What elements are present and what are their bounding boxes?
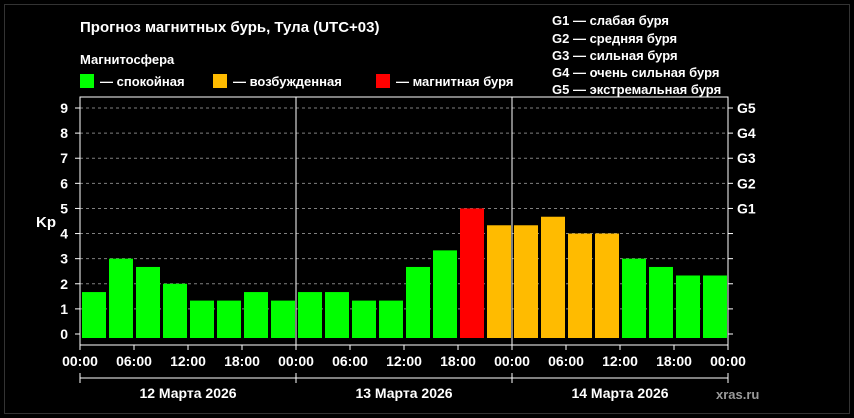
g-tick-labels: G1 G2 G3 G4 G5 bbox=[737, 100, 756, 216]
x-tick-label-8: 00:00 bbox=[494, 353, 530, 369]
y-tick-label-0: 0 bbox=[60, 326, 68, 342]
chart-frame bbox=[4, 4, 850, 414]
legend-swatch-calm bbox=[80, 74, 94, 88]
legend-label-storm: — магнитная буря bbox=[396, 74, 513, 89]
g-legend-g1: G1 — слабая буря bbox=[552, 13, 669, 28]
bar-0 bbox=[82, 292, 106, 338]
x-tick-label-5: 06:00 bbox=[332, 353, 368, 369]
x-tick-label-0: 00:00 bbox=[62, 353, 98, 369]
g-legend-g5: G5 — экстремальная буря bbox=[552, 82, 721, 97]
g-legend-g3: G3 — сильная буря bbox=[552, 48, 678, 63]
legend-label-excited: — возбужденная bbox=[233, 74, 342, 89]
bar-19 bbox=[595, 233, 619, 338]
x-tick-label-9: 06:00 bbox=[548, 353, 584, 369]
bar-7 bbox=[271, 300, 295, 338]
y-tick-label-4: 4 bbox=[60, 226, 68, 242]
legend-label-calm: — спокойная bbox=[100, 74, 185, 89]
bar-21 bbox=[649, 266, 673, 338]
x-tick-label-10: 12:00 bbox=[602, 353, 638, 369]
legend: — спокойная — возбужденная — магнитная б… bbox=[80, 74, 513, 89]
y-tick-label-9: 9 bbox=[60, 100, 68, 116]
bar-22 bbox=[676, 275, 700, 338]
x-tick-label-3: 18:00 bbox=[224, 353, 260, 369]
g-tick-label-g2: G2 bbox=[737, 175, 756, 191]
bar-13 bbox=[433, 250, 457, 338]
y-tick-label-7: 7 bbox=[60, 150, 68, 166]
y-tick-label-5: 5 bbox=[60, 200, 68, 216]
bar-12 bbox=[406, 266, 430, 338]
bar-18 bbox=[568, 233, 592, 338]
x-tick-labels: 00:00 06:00 12:00 18:00 00:00 06:00 12:00 18:00… bbox=[62, 353, 746, 369]
day-label-0: 12 Марта 2026 bbox=[139, 385, 236, 401]
bar-8 bbox=[298, 292, 322, 338]
y-tick-label-6: 6 bbox=[60, 175, 68, 191]
x-tick-label-11: 18:00 bbox=[656, 353, 692, 369]
bar-3 bbox=[163, 283, 187, 338]
x-tick-label-2: 12:00 bbox=[170, 353, 206, 369]
bar-23 bbox=[703, 275, 727, 338]
axes bbox=[75, 96, 733, 383]
x-tick-label-12: 00:00 bbox=[710, 353, 746, 369]
bar-6 bbox=[244, 292, 268, 338]
bar-17 bbox=[541, 216, 565, 338]
y-tick-labels: 0 1 2 3 4 5 6 7 8 9 bbox=[60, 100, 68, 342]
day-label-1: 13 Марта 2026 bbox=[355, 385, 452, 401]
day-labels: 12 Марта 2026 13 Марта 2026 14 Марта 2026 bbox=[139, 385, 668, 401]
y-tick-label-8: 8 bbox=[60, 125, 68, 141]
g-tick-label-g3: G3 bbox=[737, 150, 756, 166]
y-axis-label: Kp bbox=[36, 214, 56, 231]
legend-swatch-storm bbox=[376, 74, 390, 88]
day-label-2: 14 Марта 2026 bbox=[571, 385, 668, 401]
x-tick-label-4: 00:00 bbox=[278, 353, 314, 369]
y-tick-label-2: 2 bbox=[60, 276, 68, 292]
legend-swatch-excited bbox=[213, 74, 227, 88]
x-tick-label-1: 06:00 bbox=[116, 353, 152, 369]
bar-10 bbox=[352, 300, 376, 338]
bar-4 bbox=[190, 300, 214, 338]
x-tick-label-6: 12:00 bbox=[386, 353, 422, 369]
g-legend-g2: G2 — средняя буря bbox=[552, 31, 677, 46]
bar-14 bbox=[460, 208, 484, 338]
g-scale-legend: G1 — слабая буря G2 — средняя буря G3 — … bbox=[552, 13, 721, 97]
y-tick-label-1: 1 bbox=[60, 301, 68, 317]
g-tick-label-g1: G1 bbox=[737, 200, 756, 216]
bar-15 bbox=[487, 225, 511, 338]
legend-title: Магнитосфера bbox=[80, 52, 175, 67]
y-tick-label-3: 3 bbox=[60, 251, 68, 267]
chart-title: Прогноз магнитных бурь, Тула (UTC+03) bbox=[80, 19, 379, 36]
bar-11 bbox=[379, 300, 403, 338]
gridlines bbox=[80, 97, 728, 345]
bar-5 bbox=[217, 300, 241, 338]
bar-2 bbox=[136, 266, 160, 338]
bar-9 bbox=[325, 292, 349, 338]
g-tick-label-g5: G5 bbox=[737, 100, 756, 116]
bar-20 bbox=[622, 258, 646, 338]
g-legend-g4: G4 — очень сильная буря bbox=[552, 65, 719, 80]
x-tick-label-7: 18:00 bbox=[440, 353, 476, 369]
brand-label: xras.ru bbox=[716, 387, 759, 402]
bars bbox=[82, 208, 727, 338]
bar-16 bbox=[514, 225, 538, 338]
bar-1 bbox=[109, 258, 133, 338]
g-tick-label-g4: G4 bbox=[737, 125, 756, 141]
